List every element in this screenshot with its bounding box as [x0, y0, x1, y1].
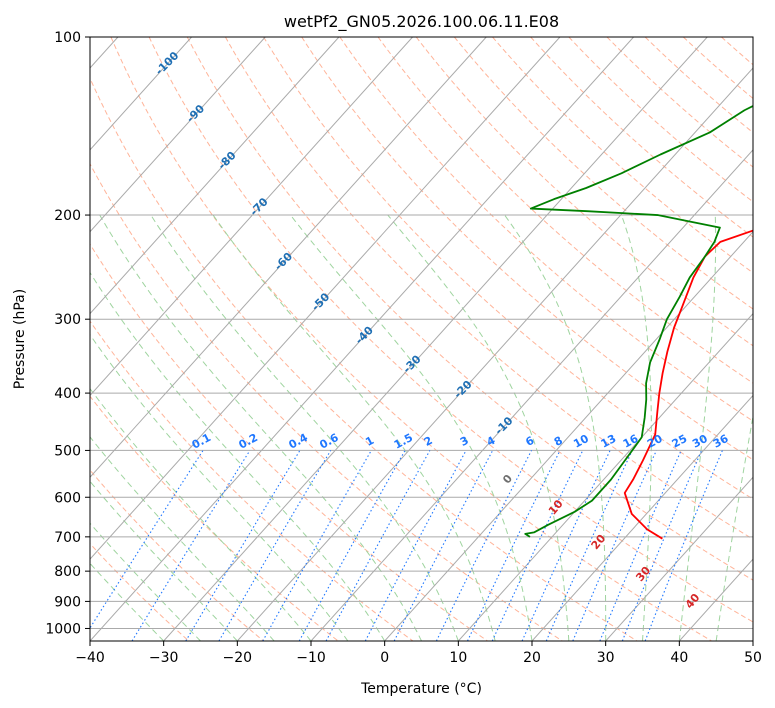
dry-adiabat — [263, 37, 753, 500]
isotherm-line — [90, 37, 634, 641]
mixing-ratio-label: 30 — [690, 432, 710, 451]
moist-adiabat — [90, 333, 349, 641]
dry-adiabat — [415, 37, 753, 347]
y-tick-label: 700 — [54, 530, 81, 546]
y-tick-label: 500 — [54, 443, 81, 459]
mixing-ratio-line — [435, 450, 533, 641]
dewpoint-profile-line — [524, 104, 753, 538]
moist-adiabat — [715, 413, 753, 641]
y-tick-label: 400 — [54, 386, 81, 402]
x-tick-label: 50 — [744, 650, 762, 666]
dry-adiabat — [224, 37, 753, 540]
moist-adiabat — [504, 214, 607, 641]
dry-adiabat — [568, 37, 753, 203]
isotherm-line — [90, 37, 487, 479]
mixing-ratio-line — [298, 450, 406, 641]
mixing-ratio-line — [621, 450, 703, 641]
moist-adiabat — [620, 214, 652, 641]
y-tick-label: 1000 — [45, 621, 81, 637]
mixing-ratio-line — [572, 450, 657, 641]
isotherm-line — [236, 67, 753, 641]
mixing-ratio-label: 25 — [670, 432, 690, 451]
isotherm-line — [384, 230, 753, 641]
axis-layer: −40 −30 −20 −10 0 10 20 30 40 50 100 200 300 400 500 60… — [45, 30, 762, 666]
mixing-ratio-line — [644, 450, 723, 641]
isotherm-line — [457, 312, 753, 641]
dry-adiabat — [148, 37, 753, 623]
moist-adiabat — [90, 480, 238, 641]
mixing-ratio-line — [90, 450, 204, 629]
moist-adiabat — [212, 214, 496, 641]
profile-layer — [524, 104, 753, 540]
x-tick-label: 40 — [670, 650, 688, 666]
x-axis-title: Temperature (°C) — [360, 681, 482, 697]
y-tick-label: 200 — [54, 208, 81, 224]
moist-adiabat — [90, 271, 386, 641]
moist-adiabat — [90, 436, 275, 641]
isotherm-line — [90, 37, 340, 315]
y-tick-label: 600 — [54, 490, 81, 506]
grid-layer — [90, 37, 753, 641]
y-tick-label: 100 — [54, 30, 81, 46]
isotherm-line — [531, 394, 753, 641]
x-tick-label: 20 — [523, 650, 541, 666]
chart-title: wetPf2_GN05.2026.100.06.11.E08 — [284, 12, 559, 32]
mixing-ratio-label: 13 — [599, 432, 619, 451]
dry-adiabat — [453, 37, 753, 310]
dry-adiabat — [90, 243, 488, 641]
x-tick-label: −30 — [149, 650, 179, 666]
isotherm-line — [310, 149, 753, 641]
moist-adiabat — [150, 214, 459, 641]
dry-adiabat — [377, 37, 753, 384]
mixing-ratio-line — [131, 450, 251, 641]
mixing-ratio-label: 20 — [645, 432, 665, 451]
isotherm-line — [163, 37, 708, 641]
temperature-profile-line — [623, 229, 753, 540]
x-tick-label: −20 — [223, 650, 253, 666]
dry-adiabat — [339, 37, 753, 422]
y-tick-label: 900 — [54, 594, 81, 610]
dry-adiabat — [110, 37, 712, 641]
dry-adiabat — [90, 320, 414, 641]
mixing-ratio-line — [325, 450, 431, 641]
mixing-ratio-label: 10 — [571, 432, 591, 451]
y-tick-label: 800 — [54, 564, 81, 580]
mixing-ratio-line — [599, 450, 682, 641]
x-tick-label: −40 — [75, 650, 105, 666]
mixing-ratio-line — [545, 450, 633, 641]
moist-adiabat — [90, 522, 201, 641]
x-tick-label: 30 — [597, 650, 615, 666]
moist-adiabat — [678, 215, 717, 641]
mixing-ratio-label: 16 — [621, 432, 641, 451]
mixing-ratio-line — [262, 450, 372, 641]
isotherm-line — [90, 37, 561, 560]
x-tick-label: 10 — [449, 650, 467, 666]
plot-frame — [89, 36, 754, 642]
dry-adiabat — [186, 37, 753, 581]
moist-adiabat — [90, 562, 165, 641]
moist-adiabat — [387, 214, 570, 641]
isotherm-line — [90, 37, 266, 233]
x-tick-label: 0 — [380, 650, 389, 666]
mixing-ratio-label: 36 — [711, 432, 731, 451]
dry-adiabat — [492, 37, 753, 274]
isotherm-line — [605, 476, 753, 641]
isotherm-line — [90, 37, 413, 397]
moist-adiabat — [99, 214, 422, 641]
isotherm-line — [90, 37, 192, 151]
y-axis-title: Pressure (hPa) — [12, 289, 28, 389]
y-tick-label: 300 — [54, 312, 81, 328]
x-tick-label: −10 — [296, 650, 326, 666]
isotherm-line — [752, 640, 753, 641]
